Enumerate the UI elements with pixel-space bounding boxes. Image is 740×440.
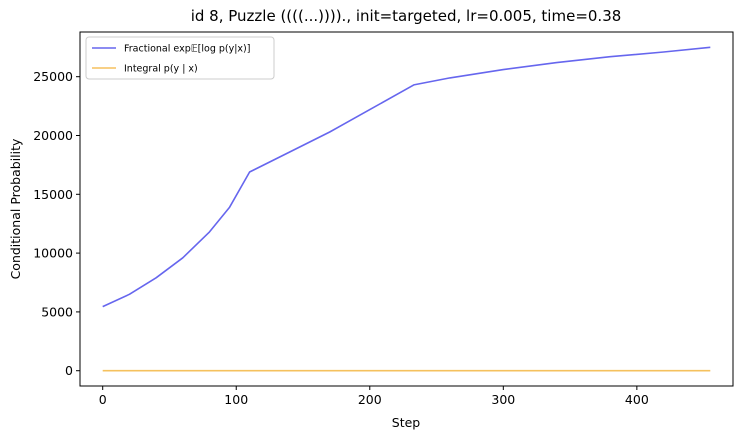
x-tick-label: 300 (491, 392, 515, 407)
chart-title: id 8, Puzzle ((((...))))., init=targeted… (191, 7, 622, 25)
x-tick-label: 100 (224, 392, 248, 407)
x-tick-label: 400 (625, 392, 649, 407)
x-axis-label: Step (392, 415, 421, 430)
y-tick-label: 10000 (33, 246, 73, 261)
y-tick-label: 20000 (33, 128, 73, 143)
y-tick-label: 5000 (41, 304, 73, 319)
legend-entry: Fractional exp𝔼[log p(y|x)] (124, 44, 250, 55)
plot-area (102, 46, 711, 372)
axes: 0 100 200 300 400 0 5000 10000 15000 20000 25000 (33, 69, 649, 407)
y-tick-label: 25000 (33, 69, 73, 84)
plot-frame (79, 31, 734, 387)
legend-box (85, 36, 275, 80)
y-tick-label: 15000 (33, 187, 73, 202)
x-tick-label: 0 (99, 392, 107, 407)
y-tick-label: 0 (65, 363, 73, 378)
legend-entry: Integral p(y | x) (124, 64, 198, 75)
x-tick-label: 200 (358, 392, 382, 407)
legend: Fractional exp𝔼[log p(y|x)] Integral p(y … (85, 36, 275, 80)
series-line-0 (102, 46, 711, 308)
y-axis-label: Conditional Probability (8, 138, 23, 279)
